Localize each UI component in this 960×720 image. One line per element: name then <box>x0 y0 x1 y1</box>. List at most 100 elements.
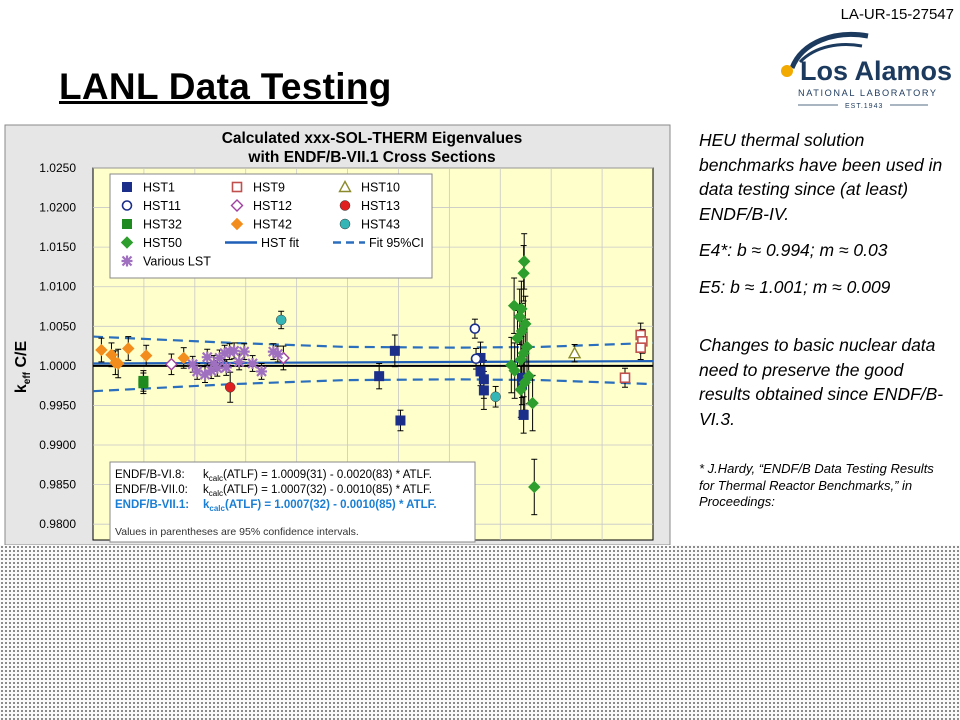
legend-label: HST50 <box>143 236 182 250</box>
legend-marker <box>339 200 351 211</box>
y-tick-label: 1.0150 <box>39 240 76 254</box>
logo-swoosh-icon <box>781 32 869 77</box>
y-tick-label: 1.0200 <box>39 201 76 215</box>
point-hst1 <box>478 385 489 396</box>
point-hst42 <box>111 357 125 370</box>
legend-marker <box>121 255 133 267</box>
point-hst13 <box>224 381 236 393</box>
point-hst10 <box>567 346 582 359</box>
point-hst12 <box>164 357 178 371</box>
slide-title: LANL Data Testing <box>59 66 392 107</box>
logo-sub: NATIONAL LABORATORY <box>798 88 938 98</box>
atlf-equation: ENDF/B-VII.0: kcalc(ATLF) = 1.0007(32) - … <box>115 484 432 498</box>
y-tick-label: 1.0000 <box>39 359 76 373</box>
point-various-lst <box>247 357 259 369</box>
citation: * J.Hardy, “ENDF/B Data Testing Results … <box>699 461 934 509</box>
legend-label: HST13 <box>361 199 400 213</box>
commentary-e5: E5: b ≈ 1.001; m ≈ 0.009 <box>699 276 891 297</box>
point-hst42 <box>122 342 135 355</box>
point-various-lst <box>201 351 213 363</box>
fit-confidence-band <box>92 335 654 393</box>
legend-marker <box>230 199 244 212</box>
legend: HST1 HST9 HST10 HST11 HST12 HST13 HST32 HST42 HS… <box>109 173 433 279</box>
ci-lower-line <box>92 378 654 393</box>
point-hst1 <box>478 374 489 385</box>
commentary-changes: Changes to basic nuclear data need to pr… <box>699 335 944 429</box>
point-various-lst <box>256 365 268 377</box>
point-hst1 <box>374 371 385 382</box>
atlf-note: Values in parentheses are 95% confidence… <box>115 526 359 538</box>
y-tick-labels: 1.0250 1.0200 1.0150 1.0100 1.0050 1.0000 0.99… <box>39 161 76 531</box>
y-axis-label: keff C/E <box>13 341 33 394</box>
point-hst1 <box>518 409 529 420</box>
point-various-lst <box>199 369 211 381</box>
point-hst50 <box>517 267 530 280</box>
point-hst50 <box>513 310 526 324</box>
legend-marker <box>339 218 351 230</box>
point-various-lst <box>211 362 223 374</box>
point-various-lst <box>214 352 226 364</box>
legend-label: HST12 <box>253 199 292 213</box>
point-hst50 <box>511 331 524 345</box>
point-hst42 <box>139 349 153 362</box>
legend-marker <box>122 182 132 192</box>
point-various-lst <box>219 347 231 359</box>
document-id: LA-UR-15-27547 <box>840 6 954 23</box>
dotted-overlay <box>0 545 960 720</box>
atlf-equation-box: ENDF/B-VI.8: kcalc(ATLF) = 1.0009(31) - 0… <box>109 461 476 543</box>
point-hst42 <box>105 348 118 361</box>
point-various-lst <box>220 361 232 373</box>
y-tick-label: 1.0100 <box>39 280 76 294</box>
point-hst11 <box>469 323 481 334</box>
logo-est: EST.1943 <box>845 103 883 110</box>
legend-label: HST10 <box>361 181 400 195</box>
point-various-lst <box>238 346 250 358</box>
ci-upper-line <box>92 335 654 349</box>
point-hst50 <box>508 364 521 377</box>
legend-marker <box>338 180 352 193</box>
legend-marker <box>120 236 134 249</box>
legend-label: HST fit <box>261 236 299 250</box>
legend-label: HST9 <box>253 181 285 195</box>
point-various-lst <box>228 345 240 357</box>
chart-title: Calculated xxx-SOL-THERM Eigenvalues <box>222 130 523 147</box>
point-hst11 <box>470 353 482 365</box>
point-hst50 <box>528 480 541 494</box>
point-various-lst <box>205 365 217 377</box>
point-hst50 <box>526 396 539 410</box>
point-hst9 <box>635 342 646 353</box>
legend-marker <box>230 217 244 231</box>
atlf-equation: ENDF/B-VII.1: kcalc(ATLF) = 1.0007(32) - … <box>115 499 437 513</box>
y-tick-label: 0.9950 <box>39 398 76 412</box>
legend-label: Various LST <box>143 255 211 269</box>
legend-label: HST42 <box>253 218 292 232</box>
point-hst1 <box>389 345 400 356</box>
y-tick-label: 0.9800 <box>39 517 76 531</box>
eigenvalue-chart: Calculated xxx-SOL-THERM Eigenvalues wit… <box>4 124 671 546</box>
point-hst43 <box>490 391 501 402</box>
point-various-lst <box>187 358 199 370</box>
point-various-lst <box>191 365 203 377</box>
legend-marker <box>122 219 132 229</box>
hst-fit-line <box>92 360 654 365</box>
commentary-e4: E4*: b ≈ 0.994; m ≈ 0.03 <box>699 240 888 260</box>
commentary: HEU thermal solution benchmarks have bee… <box>699 128 949 511</box>
legend-label: HST1 <box>143 181 175 195</box>
y-tick-label: 1.0050 <box>39 319 76 333</box>
y-tick-label: 0.9900 <box>39 438 76 452</box>
point-hst42 <box>95 343 108 357</box>
legend-label: HST43 <box>361 218 400 232</box>
point-hst43 <box>275 314 287 326</box>
point-hst42 <box>177 351 190 365</box>
atlf-equation: ENDF/B-VI.8: kcalc(ATLF) = 1.0009(31) - 0… <box>115 469 432 483</box>
los-alamos-logo: Los Alamos NATIONAL LABORATORY EST.1943 <box>781 32 952 110</box>
point-hst50 <box>514 353 528 366</box>
y-tick-label: 1.0250 <box>39 161 76 175</box>
point-hst32 <box>138 375 149 386</box>
point-hst50 <box>517 255 531 268</box>
legend-marker <box>231 181 243 193</box>
logo-name: Los Alamos <box>800 56 952 86</box>
commentary-intro: HEU thermal solution benchmarks have bee… <box>699 130 943 224</box>
point-various-lst <box>267 346 279 358</box>
y-tick-label: 0.9850 <box>39 478 76 492</box>
